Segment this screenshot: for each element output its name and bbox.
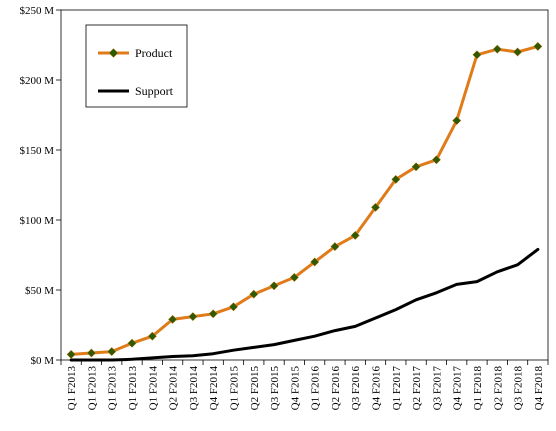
legend: Product Support: [85, 24, 188, 108]
x-tick-label: Q1 F2013: [86, 366, 98, 411]
x-tick-label: Q1 F2013: [66, 366, 78, 411]
x-tick-label: Q2 F2018: [492, 366, 504, 411]
x-axis-tick-labels: Q1 F2013 Q1 F2013 Q1 F2013 Q1 F2013 Q1 F2014…: [66, 366, 545, 411]
legend-label-support: Support: [135, 84, 174, 98]
x-tick-label: Q1 F2015: [228, 366, 240, 411]
y-tick-label: $200 M: [19, 75, 54, 87]
y-tick-label: $0 M: [30, 355, 54, 367]
data-point-product: [452, 116, 462, 126]
data-point-product: [168, 314, 178, 324]
data-point-product: [370, 202, 381, 212]
legend-box: [85, 24, 188, 108]
data-point-product: [127, 338, 137, 348]
x-tick-label: Q3 F2017: [431, 366, 443, 411]
data-point-product: [533, 41, 543, 51]
x-tick-label: Q1 F2013: [127, 366, 139, 411]
x-tick-label: Q3 F2018: [513, 366, 525, 411]
x-tick-label: Q1 F2014: [147, 366, 159, 411]
series-line-support: [69, 247, 540, 362]
x-tick-label: Q4 F2016: [371, 366, 383, 411]
legend-marker-product: [108, 48, 119, 58]
x-tick-label: Q4 F2015: [289, 366, 301, 411]
data-point-product: [492, 44, 502, 54]
data-point-product: [66, 349, 76, 359]
x-tick-label: Q1 F2013: [107, 366, 119, 411]
data-point-product: [411, 162, 421, 172]
y-axis-tick-marks: [56, 9, 61, 361]
x-tick-label: Q2 F2015: [249, 366, 261, 411]
data-point-product: [330, 242, 340, 252]
data-point-product: [147, 331, 157, 341]
data-point-product: [513, 47, 523, 57]
series-layer: [66, 41, 543, 362]
data-point-product: [249, 289, 259, 299]
x-tick-label: Q1 F2017: [391, 366, 403, 411]
data-point-product: [391, 174, 401, 184]
x-tick-label: Q2 F2017: [411, 366, 423, 411]
x-tick-label: Q3 F2014: [188, 366, 200, 411]
data-point-product: [431, 155, 441, 165]
data-point-product: [208, 309, 218, 319]
x-tick-label: Q4 F2017: [452, 366, 464, 411]
y-axis-tick-labels: $0 M $50 M $100 M $150 M $200 M $250 M: [19, 5, 54, 367]
x-tick-label: Q3 F2015: [269, 366, 281, 411]
x-tick-label: Q1 F2016: [310, 366, 322, 411]
y-tick-label: $150 M: [19, 145, 54, 157]
data-point-product: [289, 272, 299, 282]
data-point-product: [86, 348, 96, 358]
x-tick-label: Q4 F2018: [533, 366, 545, 411]
x-tick-label: Q2 F2016: [330, 366, 342, 411]
y-tick-label: $100 M: [19, 215, 54, 227]
x-tick-label: Q3 F2016: [350, 366, 362, 411]
data-point-product: [472, 50, 482, 60]
data-point-product: [310, 257, 320, 267]
x-tick-label: Q2 F2014: [168, 366, 180, 411]
y-tick-label: $250 M: [19, 5, 54, 17]
data-point-product: [188, 312, 198, 322]
y-tick-label: $50 M: [25, 285, 54, 297]
x-tick-label: Q1 F2018: [472, 366, 484, 411]
data-point-product: [228, 302, 239, 312]
data-point-product: [107, 347, 117, 357]
data-point-product: [269, 281, 279, 291]
x-tick-label: Q4 F2014: [208, 366, 220, 411]
data-point-product: [350, 230, 360, 240]
legend-label-product: Product: [135, 46, 173, 60]
